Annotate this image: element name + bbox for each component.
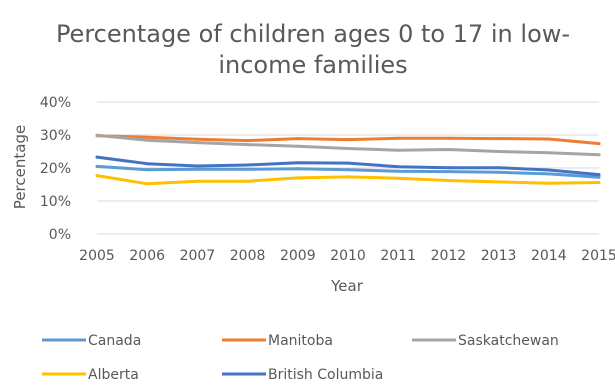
data-point-alberta (346, 175, 350, 179)
data-point-canada (396, 169, 400, 173)
data-point-saskatchewan (446, 148, 450, 152)
x-axis-ticks: 2005 2006 2007 2008 2009 2010 2011 2012 2013 2014… (79, 248, 615, 264)
data-point-canada (195, 167, 199, 171)
series-lines (95, 133, 601, 186)
data-point-british-columbia (446, 166, 450, 170)
data-point-canada (497, 170, 501, 174)
data-point-alberta (145, 182, 149, 186)
data-point-manitoba (597, 142, 601, 146)
data-point-canada (446, 170, 450, 174)
chart-title-line-1: Percentage of children ages 0 to 17 in l… (56, 20, 570, 48)
data-point-saskatchewan (396, 148, 400, 152)
x-tick-label: 2013 (481, 248, 517, 264)
data-point-british-columbia (296, 161, 300, 165)
x-tick-label: 2015 (581, 248, 615, 264)
data-point-canada (547, 172, 551, 176)
data-point-manitoba (547, 137, 551, 141)
data-point-alberta (597, 181, 601, 185)
data-point-alberta (195, 179, 199, 183)
data-point-saskatchewan (195, 141, 199, 145)
data-point-manitoba (296, 137, 300, 141)
legend-label-alberta: Alberta (88, 367, 139, 383)
legend-label-british-columbia: British Columbia (268, 367, 383, 383)
data-point-alberta (497, 180, 501, 184)
y-tick-label: 30% (40, 128, 71, 144)
y-axis-ticks: 0% 10% 20% 30% 40% (40, 95, 71, 243)
data-point-alberta (396, 176, 400, 180)
data-point-british-columbia (95, 155, 99, 159)
data-point-canada (597, 175, 601, 179)
data-point-manitoba (145, 135, 149, 139)
x-tick-label: 2005 (79, 248, 115, 264)
data-point-british-columbia (396, 165, 400, 169)
data-point-saskatchewan (95, 133, 99, 137)
data-point-british-columbia (497, 166, 501, 170)
y-tick-label: 20% (40, 161, 71, 177)
data-point-manitoba (195, 137, 199, 141)
x-tick-label: 2007 (180, 248, 216, 264)
data-point-british-columbia (145, 162, 149, 166)
data-point-alberta (95, 174, 99, 178)
data-point-saskatchewan (547, 151, 551, 155)
data-point-british-columbia (547, 168, 551, 172)
data-point-british-columbia (597, 173, 601, 177)
data-point-manitoba (497, 137, 501, 141)
data-point-british-columbia (195, 164, 199, 168)
x-tick-label: 2014 (531, 248, 567, 264)
x-tick-label: 2006 (129, 248, 165, 264)
data-point-canada (246, 167, 250, 171)
y-tick-label: 40% (40, 95, 71, 111)
chart-title-line-2: income families (218, 51, 407, 79)
data-point-alberta (446, 179, 450, 183)
x-tick-label: 2009 (280, 248, 316, 264)
x-tick-label: 2008 (230, 248, 266, 264)
y-axis-label: Percentage (11, 125, 29, 209)
data-point-british-columbia (246, 163, 250, 167)
x-tick-label: 2011 (380, 248, 416, 264)
y-tick-label: 0% (49, 227, 71, 243)
data-point-saskatchewan (597, 153, 601, 157)
legend-label-saskatchewan: Saskatchewan (458, 333, 559, 349)
data-point-canada (346, 168, 350, 172)
x-tick-label: 2012 (431, 248, 467, 264)
data-point-saskatchewan (497, 150, 501, 153)
data-point-saskatchewan (346, 147, 350, 151)
legend: Canada Manitoba Saskatchewan Alberta British… (42, 333, 559, 383)
data-point-manitoba (446, 136, 450, 140)
y-tick-label: 10% (40, 194, 71, 210)
data-point-manitoba (346, 138, 350, 142)
data-point-british-columbia (346, 161, 350, 165)
legend-label-canada: Canada (88, 333, 141, 349)
x-axis-label: Year (330, 277, 364, 295)
data-point-canada (145, 168, 149, 172)
data-point-manitoba (396, 136, 400, 140)
data-point-alberta (296, 176, 300, 180)
data-point-saskatchewan (145, 138, 149, 142)
data-point-saskatchewan (296, 144, 300, 148)
data-point-saskatchewan (246, 143, 250, 147)
data-point-alberta (547, 181, 551, 185)
x-tick-label: 2010 (330, 248, 366, 264)
data-point-alberta (246, 179, 250, 183)
data-point-manitoba (246, 139, 250, 143)
legend-label-manitoba: Manitoba (268, 333, 333, 349)
data-point-canada (95, 164, 99, 168)
data-point-canada (296, 167, 300, 171)
